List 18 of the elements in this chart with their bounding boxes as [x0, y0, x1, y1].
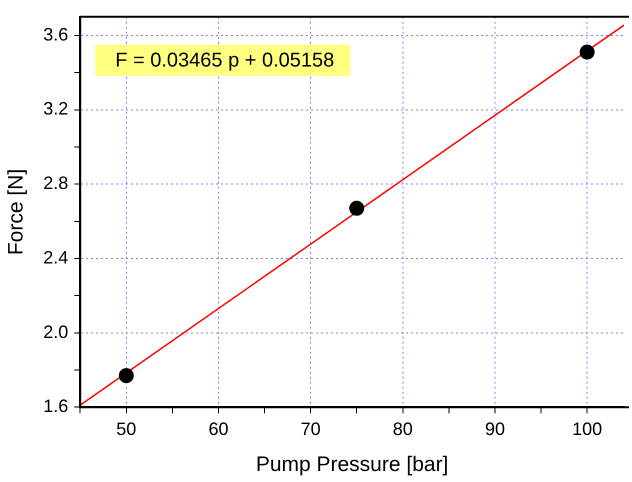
- x-tick-label: 60: [208, 418, 228, 439]
- annotation: F = 0.03465 p + 0.05158: [115, 49, 334, 72]
- x-tick-label: 90: [484, 418, 505, 439]
- point: [349, 200, 364, 216]
- x-tick-label: 70: [300, 418, 321, 439]
- x-tick-label: 80: [392, 418, 413, 439]
- y-tick-label: 2.8: [43, 173, 68, 194]
- y-tick-label: 2.4: [43, 247, 68, 268]
- point: [118, 368, 134, 384]
- y-tick-label: 1.6: [43, 396, 68, 416]
- x-axis-title: Pump Pressure [bar]: [256, 453, 448, 476]
- x-tick-label: 50: [116, 418, 136, 439]
- y-tick-label: 3.6: [43, 24, 68, 44]
- point: [580, 44, 595, 60]
- x-tick-label: 100: [572, 418, 602, 439]
- y-tick-label: 3.2: [43, 98, 68, 119]
- y-tick-label: 2.0: [43, 322, 68, 342]
- y-axis-title: Force [N]: [4, 168, 28, 256]
